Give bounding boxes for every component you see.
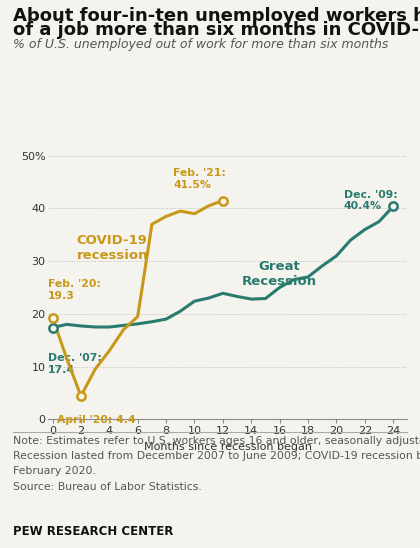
Text: Note: Estimates refer to U.S. workers ages 16 and older, seasonally adjusted. Th: Note: Estimates refer to U.S. workers ag… (13, 436, 420, 446)
Text: April '20: 4.4: April '20: 4.4 (57, 415, 135, 425)
Text: Dec. '07:
17.4: Dec. '07: 17.4 (48, 353, 102, 375)
Text: About four-in-ten unemployed workers have been out: About four-in-ten unemployed workers hav… (13, 7, 420, 25)
Text: Feb. '20:
19.3: Feb. '20: 19.3 (48, 279, 101, 301)
Text: of a job more than six months in COVID-19 recession: of a job more than six months in COVID-1… (13, 21, 420, 39)
Text: Dec. '09:
40.4%: Dec. '09: 40.4% (344, 190, 397, 212)
Text: Feb. '21:
41.5%: Feb. '21: 41.5% (173, 168, 226, 190)
Text: PEW RESEARCH CENTER: PEW RESEARCH CENTER (13, 525, 173, 538)
Text: Great
Recession: Great Recession (242, 260, 317, 288)
Text: Recession lasted from December 2007 to June 2009; COVID-19 recession began in: Recession lasted from December 2007 to J… (13, 451, 420, 461)
Text: % of U.S. unemployed out of work for more than six months: % of U.S. unemployed out of work for mor… (13, 38, 388, 52)
Text: COVID-19
recession: COVID-19 recession (76, 234, 148, 262)
X-axis label: Months since recession began: Months since recession began (144, 442, 312, 452)
Text: Source: Bureau of Labor Statistics.: Source: Bureau of Labor Statistics. (13, 482, 201, 492)
Text: February 2020.: February 2020. (13, 466, 95, 476)
